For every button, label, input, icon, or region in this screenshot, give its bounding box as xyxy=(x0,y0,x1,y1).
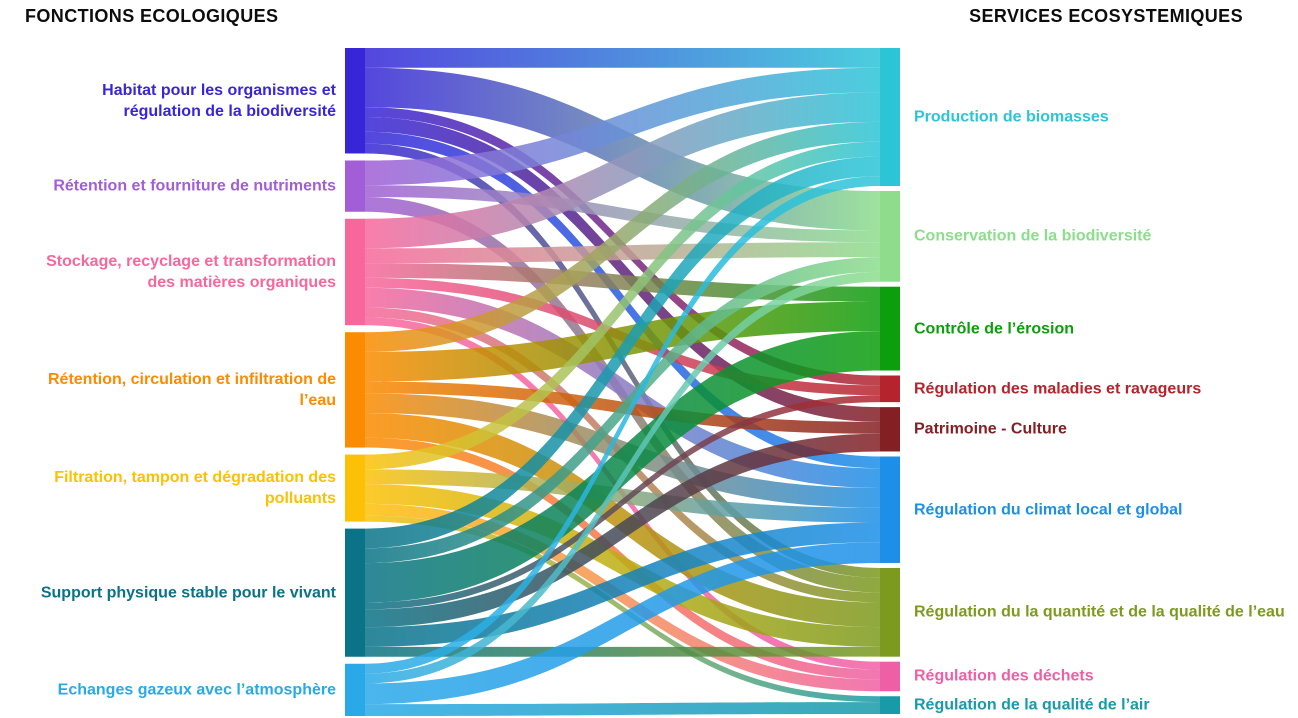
sankey-flow-support-physique-to-climat xyxy=(365,522,880,647)
right-column-title: SERVICES ECOSYSTEMIQUES xyxy=(969,6,1243,26)
target-label-dechets: Régulation des déchets xyxy=(914,667,1094,685)
source-label-nutriments: Rétention et fourniture de nutriments xyxy=(53,177,336,195)
sankey-flow-echanges-gazeux-to-qualite-air xyxy=(365,702,880,716)
target-label-biodiversite: Conservation de la biodiversité xyxy=(914,227,1152,245)
sankey-node-climat xyxy=(880,456,900,563)
source-label-polluants: Filtration, tampon et dégradation des po… xyxy=(54,468,336,508)
sankey-flow-habitat-to-biodiversite xyxy=(365,67,880,231)
sankey-node-erosion xyxy=(880,286,900,371)
sankey-node-matieres-organiques xyxy=(345,218,365,326)
sankey-node-nutriments xyxy=(345,160,365,212)
source-label-habitat: Habitat pour les organismes et régulatio… xyxy=(102,81,336,120)
sankey-flow-nutriments-to-biomasses xyxy=(365,67,880,186)
sankey-flow-support-physique-to-biodiversite xyxy=(365,257,880,564)
sankey-flow-support-physique-to-erosion xyxy=(365,331,880,603)
sankey-node-support-physique xyxy=(345,528,365,657)
sankey-node-biomasses xyxy=(880,48,900,187)
sankey-node-qualite-air xyxy=(880,696,900,714)
sankey-flow-polluants-to-dechets xyxy=(365,503,880,692)
sankey-flow-echanges-gazeux-to-biomasses xyxy=(365,176,880,674)
sankey-node-infiltration-eau xyxy=(345,332,365,448)
sankey-node-dechets xyxy=(880,661,900,692)
sankey-flow-infiltration-eau-to-biomasses xyxy=(365,121,880,352)
sankey-flow-matieres-organiques-to-biomasses xyxy=(365,92,880,249)
sankey-flow-infiltration-eau-to-qualite-eau xyxy=(365,413,880,628)
sankey-flow-matieres-organiques-to-biodiversite xyxy=(365,242,880,264)
source-label-matieres-organiques: Stockage, recyclage et transformation de… xyxy=(46,252,336,291)
sankey-flow-echanges-gazeux-to-climat xyxy=(365,542,880,705)
sankey-node-patrimoine xyxy=(880,407,900,452)
target-label-climat: Régulation du climat local et global xyxy=(914,501,1183,519)
target-label-patrimoine: Patrimoine - Culture xyxy=(914,420,1067,438)
sankey-node-maladies xyxy=(880,375,900,403)
sankey-flow-polluants-to-qualite-air xyxy=(365,515,880,703)
target-label-erosion: Contrôle de l’érosion xyxy=(914,320,1075,338)
sankey-flow-echanges-gazeux-to-biodiversite xyxy=(365,271,880,684)
target-label-biomasses: Production de biomasses xyxy=(914,108,1109,126)
sankey-flow-support-physique-to-maladies xyxy=(365,395,880,610)
sankey-flow-support-physique-to-biomasses xyxy=(365,156,880,549)
source-label-infiltration-eau: Rétention, circulation et infiltration d… xyxy=(47,370,336,409)
target-label-qualite-eau: Régulation du la quantité et de la quali… xyxy=(914,603,1285,621)
source-label-support-physique: Support physique stable pour le vivant xyxy=(40,584,336,602)
sankey-node-polluants xyxy=(345,454,365,522)
sankey-flow-polluants-to-climat xyxy=(365,469,880,523)
sankey-node-qualite-eau xyxy=(880,567,900,657)
sankey-node-biodiversite xyxy=(880,191,900,282)
sankey-flow-habitat-to-biomasses xyxy=(365,48,880,68)
sankey-flow-matieres-organiques-to-climat xyxy=(365,287,880,489)
sankey-flow-support-physique-to-patrimoine xyxy=(365,433,880,628)
sankey-flow-polluants-to-qualite-eau xyxy=(365,484,880,647)
left-column-title: FONCTIONS ECOLOGIQUES xyxy=(25,6,279,26)
sankey-flow-support-physique-to-qualite-eau xyxy=(365,646,880,657)
sankey-flow-habitat-to-patrimoine xyxy=(365,117,880,422)
sankey-node-habitat xyxy=(345,48,365,154)
source-label-echanges-gazeux: Echanges gazeux avec l’atmosphère xyxy=(57,681,336,699)
target-label-qualite-air: Régulation de la qualité de l’air xyxy=(914,696,1150,714)
target-label-maladies: Régulation des maladies et ravageurs xyxy=(914,380,1202,398)
sankey-svg xyxy=(345,48,900,716)
sankey-node-echanges-gazeux xyxy=(345,663,365,716)
sankey-flow-polluants-to-biomasses xyxy=(365,141,880,470)
